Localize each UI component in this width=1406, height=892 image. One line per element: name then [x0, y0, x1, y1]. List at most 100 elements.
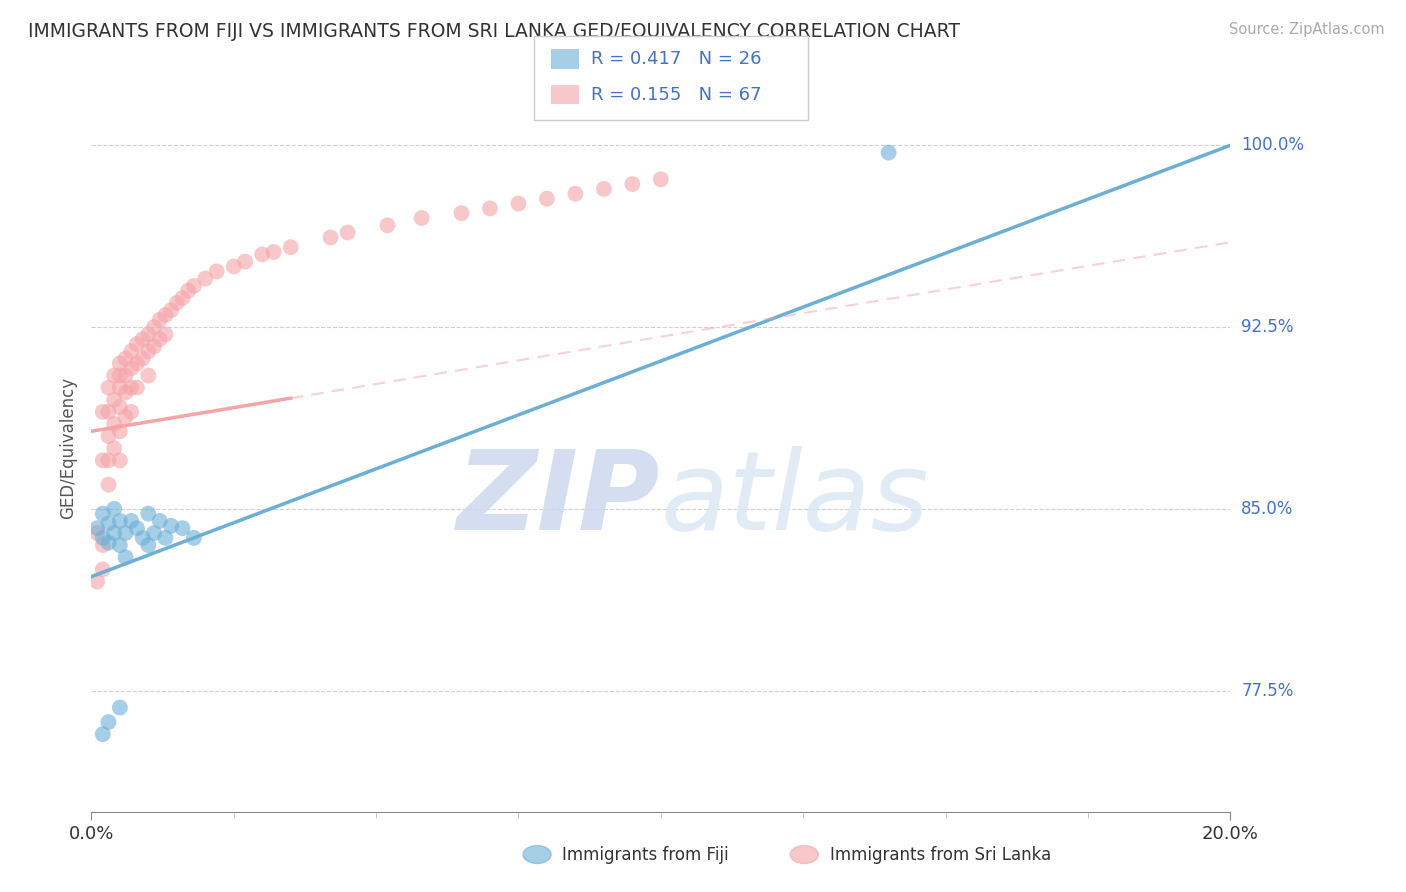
Point	[120, 361, 142, 376]
Point	[564, 186, 586, 201]
Point	[194, 271, 217, 285]
Point	[108, 424, 131, 438]
Point	[97, 516, 120, 531]
Point	[91, 453, 114, 467]
Point	[280, 240, 302, 254]
Text: 92.5%: 92.5%	[1241, 318, 1294, 336]
Point	[183, 531, 205, 545]
Point	[131, 332, 153, 346]
Point	[108, 514, 131, 528]
Point	[125, 381, 148, 395]
Point	[108, 453, 131, 467]
Point	[377, 219, 399, 233]
Point	[233, 254, 256, 268]
Point	[138, 327, 160, 342]
Point	[103, 392, 125, 407]
Point	[86, 526, 108, 541]
Text: Immigrants from Sri Lanka: Immigrants from Sri Lanka	[830, 846, 1050, 863]
Point	[478, 202, 502, 216]
Point	[103, 368, 125, 383]
Point	[97, 429, 120, 443]
Point	[172, 521, 194, 535]
Point	[149, 514, 172, 528]
Point	[97, 453, 120, 467]
Point	[97, 405, 120, 419]
Point	[91, 405, 114, 419]
Text: 77.5%: 77.5%	[1241, 681, 1294, 699]
Point	[877, 145, 900, 160]
Point	[103, 417, 125, 431]
Point	[114, 351, 136, 366]
Point	[250, 247, 273, 261]
Point	[97, 477, 120, 491]
Text: 100.0%: 100.0%	[1241, 136, 1305, 154]
Point	[450, 206, 472, 220]
Point	[120, 514, 142, 528]
Point	[114, 385, 136, 400]
Text: IMMIGRANTS FROM FIJI VS IMMIGRANTS FROM SRI LANKA GED/EQUIVALENCY CORRELATION CH: IMMIGRANTS FROM FIJI VS IMMIGRANTS FROM …	[28, 22, 960, 41]
Point	[183, 278, 205, 293]
Point	[172, 291, 194, 305]
Point	[319, 230, 342, 244]
Point	[143, 320, 166, 334]
Point	[160, 303, 183, 318]
Point	[114, 409, 136, 424]
Point	[205, 264, 228, 278]
Point	[108, 368, 131, 383]
Point	[103, 441, 125, 455]
Point	[114, 550, 136, 565]
Point	[108, 538, 131, 552]
Point	[120, 405, 142, 419]
Point	[155, 531, 177, 545]
Point	[108, 381, 131, 395]
Point	[125, 356, 148, 370]
Point	[155, 327, 177, 342]
Point	[411, 211, 433, 225]
Point	[91, 538, 114, 552]
Point	[120, 381, 142, 395]
Point	[131, 351, 153, 366]
Text: Immigrants from Fiji: Immigrants from Fiji	[562, 846, 730, 863]
Text: ZIP: ZIP	[457, 446, 661, 553]
Point	[103, 526, 125, 541]
Point	[138, 368, 160, 383]
Point	[108, 400, 131, 414]
Point	[103, 501, 125, 516]
Point	[114, 368, 136, 383]
Point	[149, 313, 172, 327]
Point	[91, 562, 114, 576]
Point	[508, 196, 530, 211]
Point	[536, 192, 558, 206]
Point	[108, 356, 131, 370]
Y-axis label: GED/Equivalency: GED/Equivalency	[59, 377, 77, 519]
Point	[125, 337, 148, 351]
Point	[138, 344, 160, 359]
Point	[149, 332, 172, 346]
Point	[86, 521, 108, 535]
Point	[160, 518, 183, 533]
Point	[138, 507, 160, 521]
Text: 85.0%: 85.0%	[1241, 500, 1294, 518]
Point	[91, 531, 114, 545]
Point	[114, 526, 136, 541]
Text: atlas: atlas	[661, 446, 929, 553]
Text: R = 0.155   N = 67: R = 0.155 N = 67	[591, 86, 761, 103]
Text: R = 0.417   N = 26: R = 0.417 N = 26	[591, 50, 761, 68]
Point	[263, 244, 285, 259]
Text: Source: ZipAtlas.com: Source: ZipAtlas.com	[1229, 22, 1385, 37]
Point	[336, 226, 359, 240]
Point	[143, 339, 166, 353]
Point	[91, 507, 114, 521]
Point	[120, 344, 142, 359]
Point	[108, 700, 131, 714]
Point	[125, 521, 148, 535]
Point	[593, 182, 616, 196]
Point	[177, 284, 200, 298]
Point	[155, 308, 177, 322]
Point	[143, 526, 166, 541]
Point	[138, 538, 160, 552]
Point	[650, 172, 672, 186]
Point	[86, 574, 108, 589]
Point	[97, 714, 120, 729]
Point	[621, 177, 644, 191]
